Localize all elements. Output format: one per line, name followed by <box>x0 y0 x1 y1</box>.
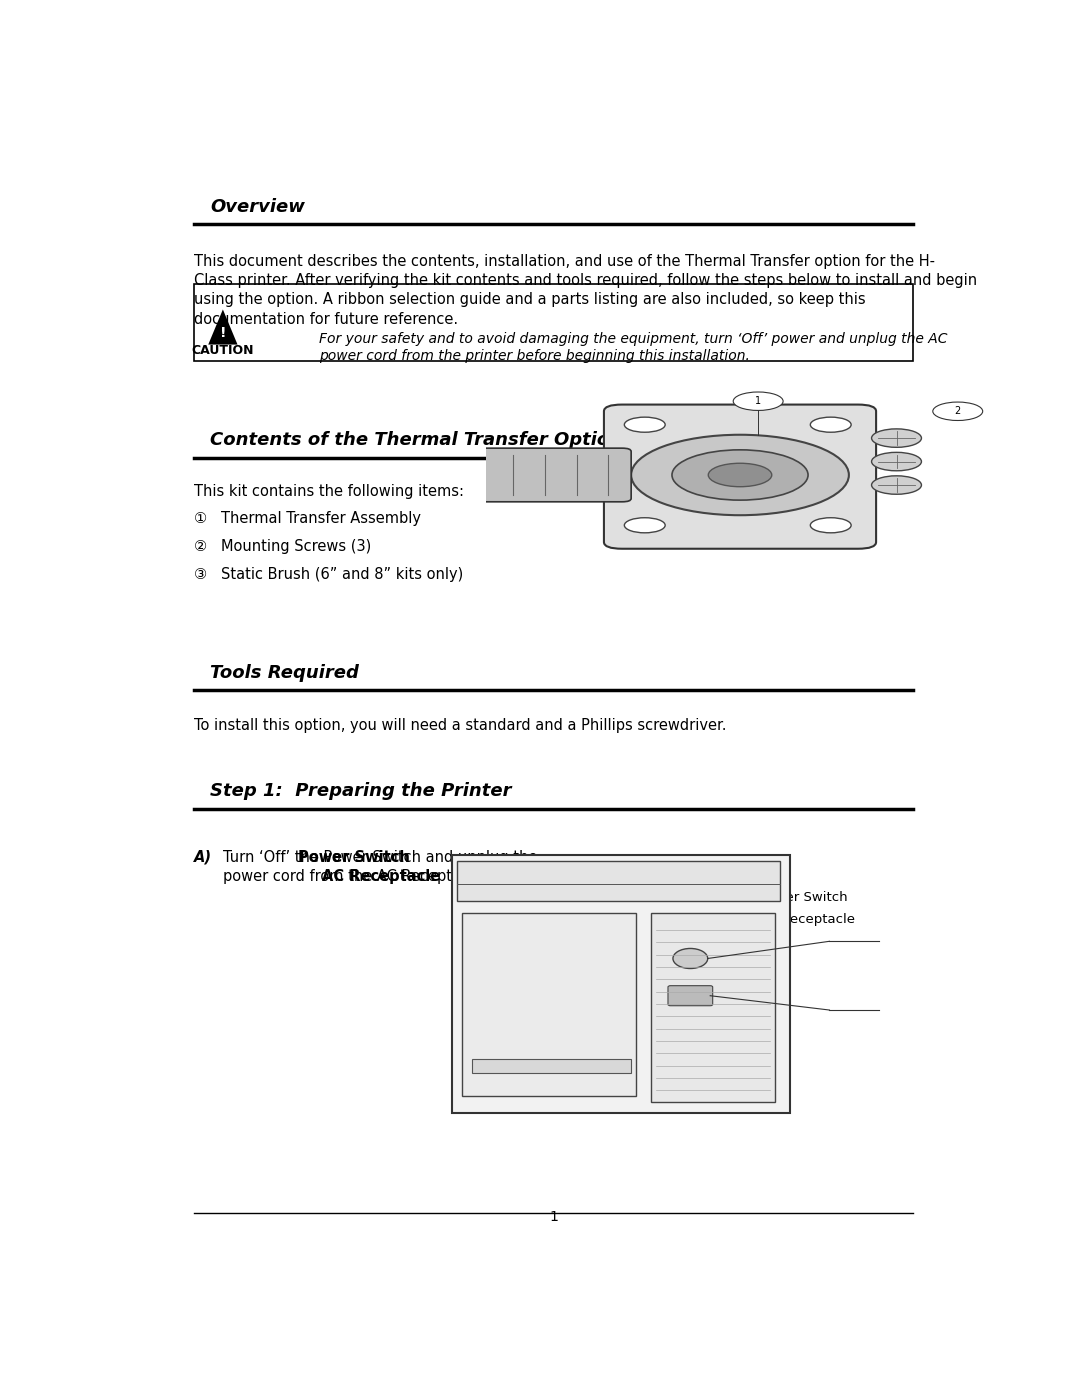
Circle shape <box>624 418 665 432</box>
Circle shape <box>810 418 851 432</box>
Circle shape <box>631 434 849 515</box>
Circle shape <box>708 464 772 486</box>
Circle shape <box>624 518 665 532</box>
Polygon shape <box>451 855 789 1113</box>
Text: For your safety and to avoid damaging the equipment, turn ‘Off’ power and unplug: For your safety and to avoid damaging th… <box>320 332 947 346</box>
FancyBboxPatch shape <box>477 448 631 502</box>
Polygon shape <box>211 313 235 344</box>
FancyBboxPatch shape <box>667 986 713 1006</box>
Text: 2: 2 <box>955 407 961 416</box>
Text: ①   Thermal Transfer Assembly: ① Thermal Transfer Assembly <box>193 511 420 525</box>
Text: Power Switch: Power Switch <box>298 849 409 865</box>
Text: AC Receptacle: AC Receptacle <box>323 869 441 884</box>
FancyBboxPatch shape <box>650 912 774 1102</box>
Text: This document describes the contents, installation, and use of the Thermal Trans: This document describes the contents, in… <box>193 254 934 268</box>
Text: ③   Static Brush (6” and 8” kits only): ③ Static Brush (6” and 8” kits only) <box>193 567 463 581</box>
Text: 1: 1 <box>755 397 761 407</box>
Text: Overview: Overview <box>211 198 306 217</box>
FancyBboxPatch shape <box>457 861 780 901</box>
Text: CAUTION: CAUTION <box>191 344 254 358</box>
Text: using the option. A ribbon selection guide and a parts listing are also included: using the option. A ribbon selection gui… <box>193 292 865 307</box>
Circle shape <box>933 402 983 420</box>
Circle shape <box>872 429 921 447</box>
Text: !: ! <box>219 327 226 341</box>
Text: 1: 1 <box>549 1210 558 1224</box>
Text: This kit contains the following items:: This kit contains the following items: <box>193 483 463 499</box>
Text: power cord from the printer before beginning this installation.: power cord from the printer before begin… <box>320 349 750 363</box>
Text: Class printer. After verifying the kit contents and tools required, follow the s: Class printer. After verifying the kit c… <box>193 272 976 288</box>
Circle shape <box>672 450 808 500</box>
FancyBboxPatch shape <box>604 405 876 549</box>
Circle shape <box>733 393 783 411</box>
Text: documentation for future reference.: documentation for future reference. <box>193 312 458 327</box>
Text: Contents of the Thermal Transfer Option: Contents of the Thermal Transfer Option <box>211 432 622 450</box>
Text: Power Switch: Power Switch <box>758 890 847 904</box>
Circle shape <box>872 453 921 471</box>
Circle shape <box>673 949 707 968</box>
Text: A): A) <box>193 849 212 865</box>
Text: To install this option, you will need a standard and a Phillips screwdriver.: To install this option, you will need a … <box>193 718 726 733</box>
Text: Tools Required: Tools Required <box>211 664 360 682</box>
Text: power cord from the AC Receptacle.: power cord from the AC Receptacle. <box>222 869 487 884</box>
FancyBboxPatch shape <box>193 284 914 362</box>
FancyBboxPatch shape <box>472 1059 631 1073</box>
FancyBboxPatch shape <box>462 912 636 1095</box>
Text: AC Receptacle: AC Receptacle <box>758 914 854 926</box>
Text: ②   Mounting Screws (3): ② Mounting Screws (3) <box>193 539 370 553</box>
Text: Step 1:  Preparing the Printer: Step 1: Preparing the Printer <box>211 782 512 800</box>
Text: Turn ‘Off’ the Power Switch and unplug the: Turn ‘Off’ the Power Switch and unplug t… <box>222 849 537 865</box>
Circle shape <box>872 476 921 495</box>
Circle shape <box>810 518 851 532</box>
